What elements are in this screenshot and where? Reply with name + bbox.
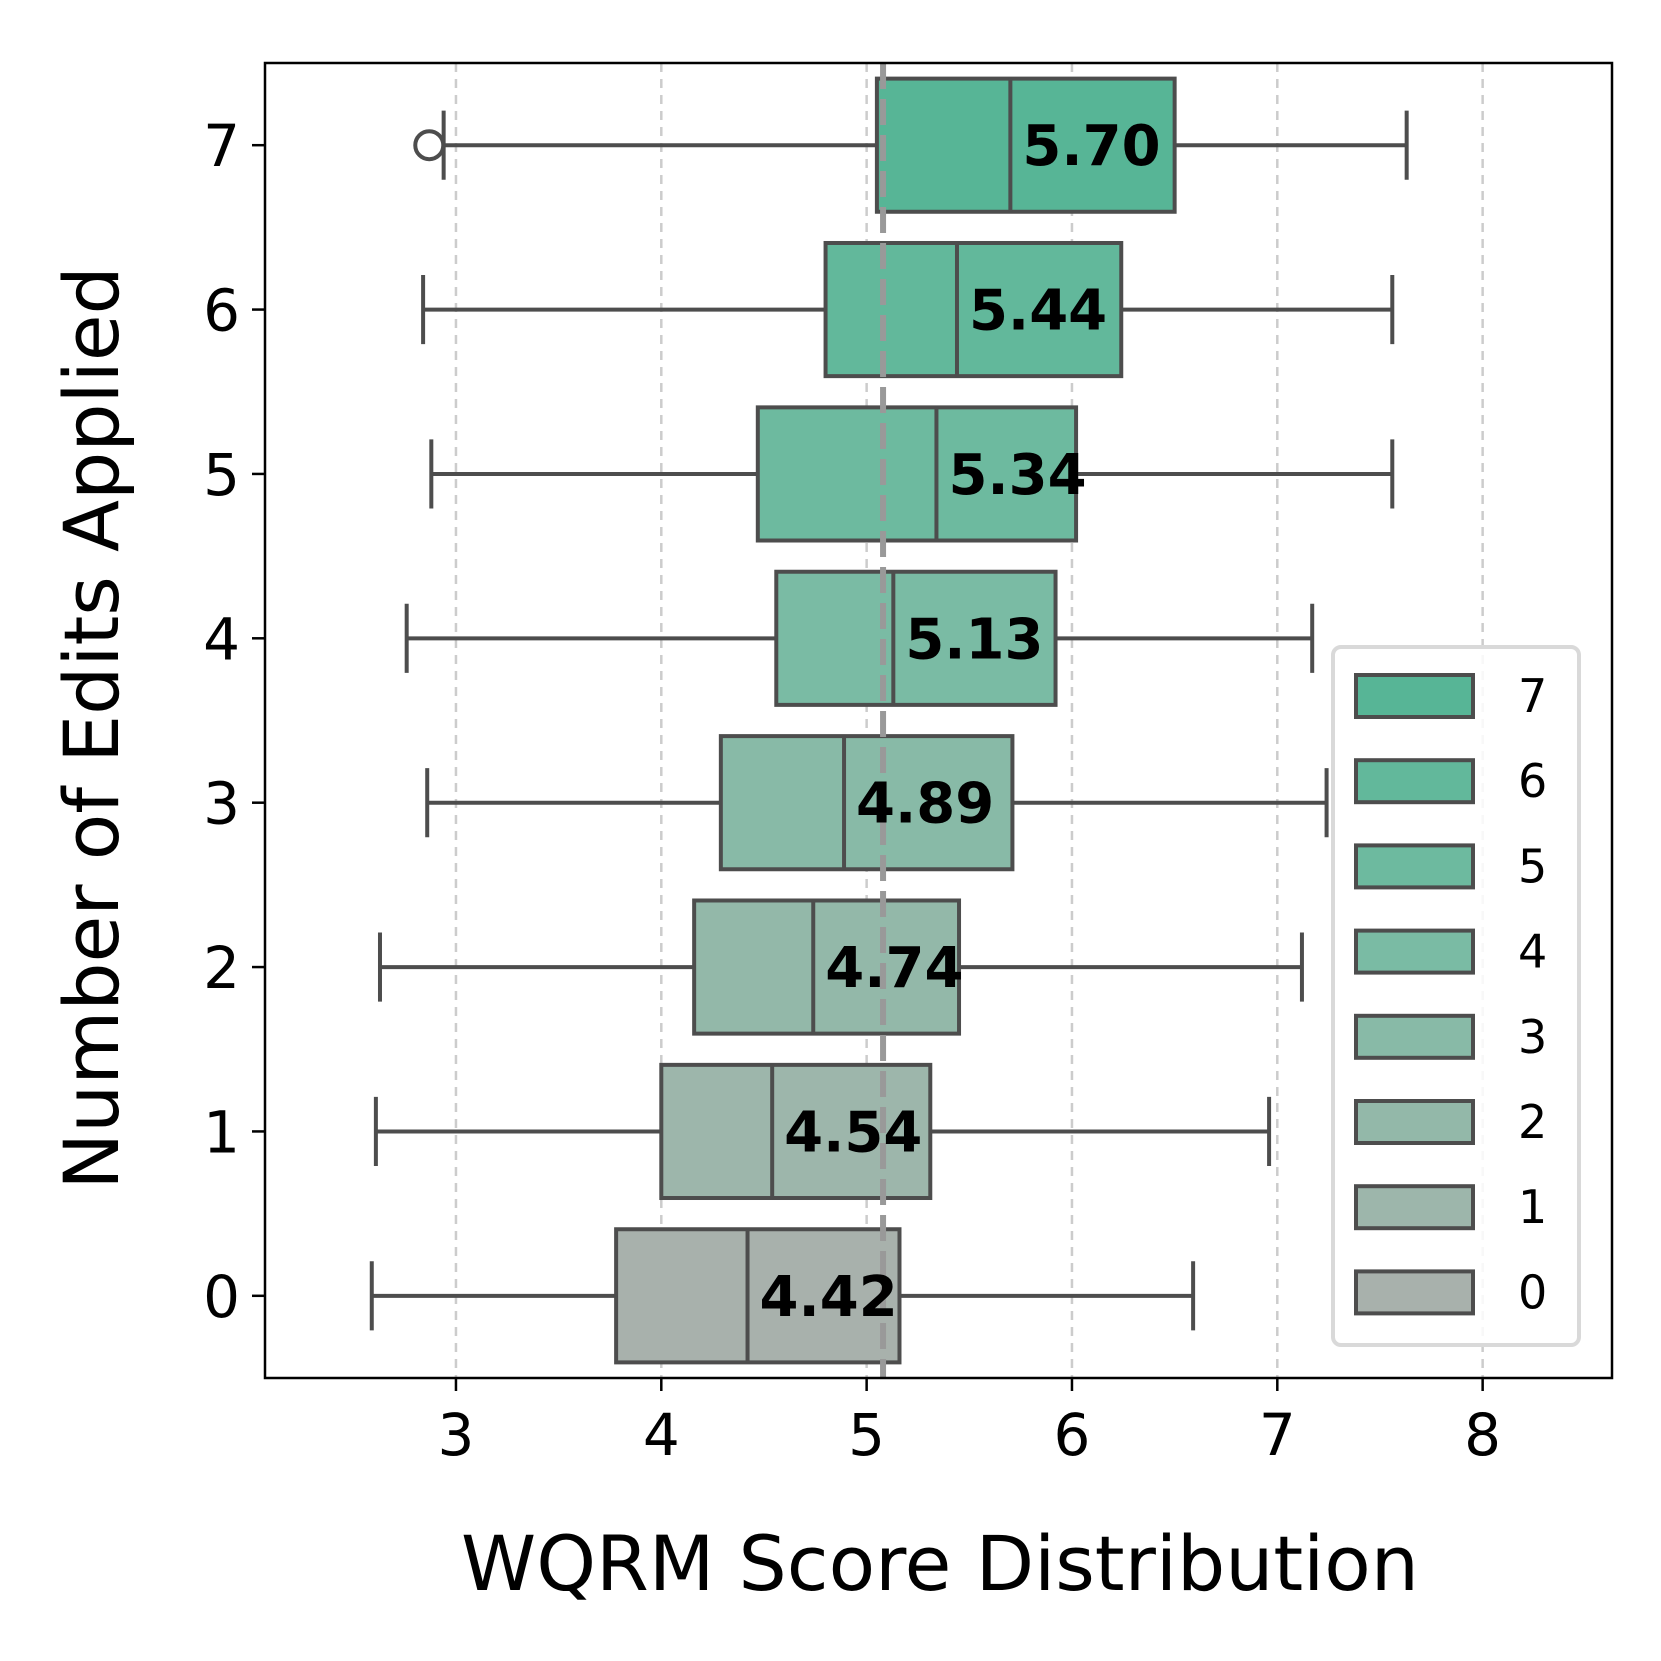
box-iqr	[823, 240, 1124, 379]
y-tick-label: 7	[203, 112, 240, 180]
axes-layer: 3 4 5 6 7 8 0 1 2 3 4 5 6 7	[203, 61, 1614, 1469]
legend-label: 4	[1518, 925, 1547, 979]
box-7	[413, 76, 1409, 214]
x-tick-label: 6	[1054, 1401, 1091, 1469]
median-labels-layer: 4.42 4.54 4.74 4.89 5.13 5.34 5.44 5.70	[760, 114, 1161, 1330]
legend-swatch	[1354, 758, 1475, 805]
median-label: 5.70	[1022, 114, 1160, 179]
median-label: 4.54	[784, 1100, 922, 1165]
box-iqr	[755, 405, 1079, 543]
median-label: 5.34	[948, 443, 1086, 508]
boxes-layer	[369, 76, 1409, 1365]
x-tick-label: 4	[643, 1401, 680, 1469]
legend-swatch	[1354, 1099, 1475, 1145]
legend: 7 6 5 4 3 2 1 0	[1331, 645, 1581, 1347]
outlier-point	[413, 129, 446, 162]
x-tick-label: 5	[848, 1401, 885, 1469]
y-tick-label: 5	[203, 441, 240, 509]
median-label: 4.89	[856, 772, 994, 837]
y-axis-title: Number of Edits Applied	[47, 266, 136, 1190]
legend-swatch	[1354, 928, 1475, 975]
box-iqr	[874, 76, 1177, 214]
median-label: 5.44	[969, 279, 1107, 344]
box-iqr	[614, 1227, 902, 1365]
plot-frame	[263, 61, 1614, 1380]
box-2	[377, 898, 1304, 1036]
legend-swatch	[1354, 1013, 1475, 1060]
y-tick-label: 6	[203, 277, 240, 345]
box-6	[421, 240, 1395, 379]
median-label: 4.42	[760, 1265, 898, 1330]
x-tick-label: 8	[1464, 1401, 1501, 1469]
legend-frame	[1331, 645, 1581, 1347]
y-tick-label: 0	[203, 1263, 240, 1331]
box-5	[429, 405, 1395, 543]
y-tick-label: 3	[203, 770, 240, 838]
box-0	[369, 1227, 1196, 1365]
x-axis-title: WQRM Score Distribution	[461, 1519, 1419, 1608]
legend-label: 3	[1518, 1010, 1547, 1064]
legend-swatch	[1354, 673, 1475, 719]
box-iqr	[718, 734, 1015, 872]
legend-label: 1	[1518, 1180, 1547, 1234]
legend-label: 6	[1518, 754, 1547, 808]
x-tick-label: 3	[438, 1401, 475, 1469]
y-tick-label: 1	[203, 1098, 240, 1166]
box-4	[404, 569, 1315, 707]
box-iqr	[692, 898, 962, 1036]
x-tick-label: 7	[1259, 1401, 1296, 1469]
legend-swatch	[1354, 1184, 1475, 1231]
legend-label: 5	[1518, 839, 1547, 893]
box-3	[425, 734, 1329, 872]
box-iqr	[774, 569, 1058, 707]
median-label: 5.13	[905, 607, 1043, 672]
y-tick-label: 2	[203, 934, 240, 1002]
legend-swatch	[1354, 843, 1475, 890]
y-tick-label: 4	[203, 605, 240, 673]
legend-label: 0	[1518, 1265, 1547, 1319]
median-label: 4.74	[825, 936, 963, 1001]
legend-label: 2	[1518, 1095, 1547, 1149]
legend-swatch	[1354, 1269, 1475, 1316]
legend-label: 7	[1518, 669, 1547, 723]
